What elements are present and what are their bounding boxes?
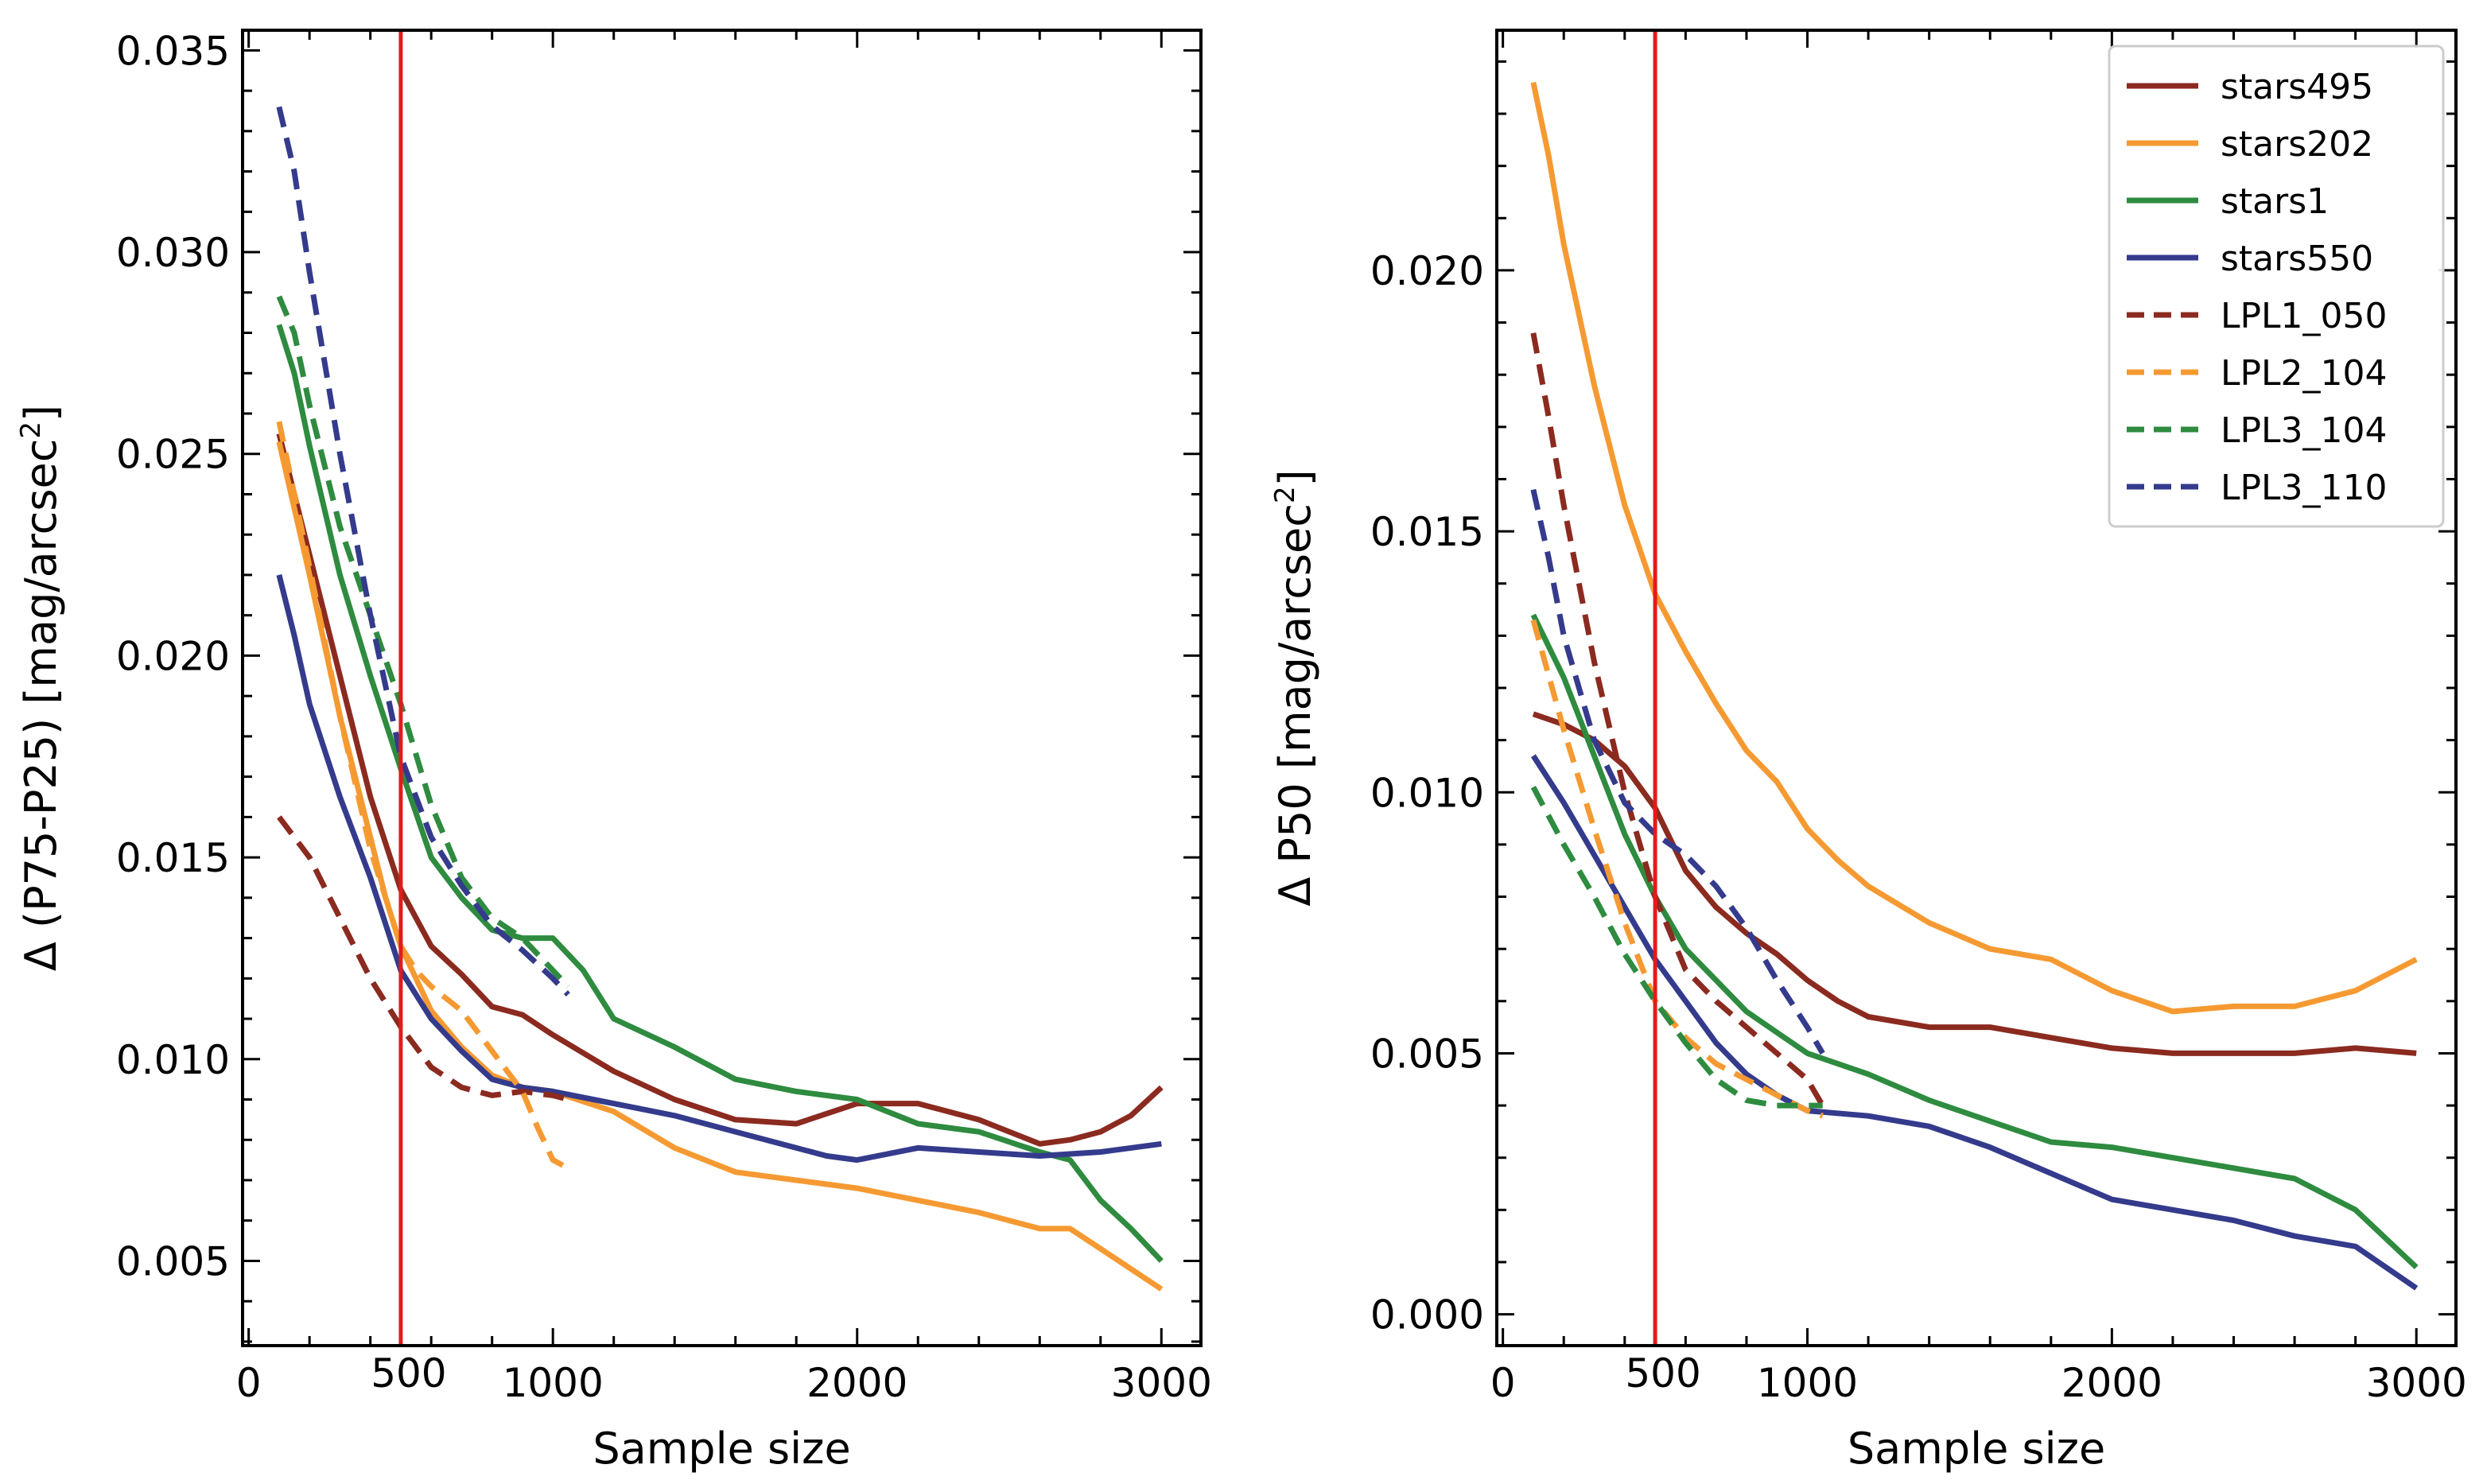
series-line-lpl3-104: [1530, 786, 1823, 1109]
legend-box: [2108, 45, 2445, 528]
right-panel: 0 1000 2000 3000 0.0000.0050.0100.0150.020 …: [1269, 29, 2467, 1474]
right-vertical-marker-label: 500: [1625, 1350, 1700, 1397]
series-line-lpl2-104: [276, 421, 569, 1171]
left-vertical-marker-label: 500: [371, 1350, 446, 1397]
y-tick-label: 0.010: [1370, 770, 1484, 816]
x-tick-label: 1000: [1757, 1360, 1858, 1406]
y-tick-label: 0.035: [116, 28, 230, 74]
legend-label-lpl2-104: LPL2_104: [2221, 353, 2388, 394]
series-line-stars1: [1530, 613, 2419, 1270]
series-line-stars202: [276, 441, 1164, 1292]
series-line-stars495: [276, 433, 1164, 1147]
left-y-axis-title-main: Δ (P75-P25) [mag/arcsec: [16, 439, 66, 972]
right-y-axis-title-close: ]: [1270, 469, 1320, 486]
series-line-lpl2-104: [1530, 619, 1824, 1119]
x-tick-label: 0: [236, 1360, 262, 1406]
legend-label-stars202: stars202: [2221, 124, 2373, 165]
series-line-stars550: [1530, 754, 2419, 1291]
y-tick-label: 0.030: [116, 230, 230, 276]
left-axes-frame: [241, 29, 1203, 1347]
legend: stars495 stars202 stars1 stars550 LPL1_050 LP…: [2108, 45, 2445, 528]
x-tick-label: 3000: [1111, 1360, 1212, 1406]
y-tick-label: 0.005: [1370, 1031, 1484, 1077]
legend-label-lpl3-104: LPL3_104: [2221, 410, 2388, 451]
series-line-stars550: [276, 574, 1162, 1164]
right-y-axis-title: Δ P50 [mag/arcsec2]: [1269, 469, 1320, 906]
left-series: [276, 106, 1164, 1292]
legend-label-lpl3-110: LPL3_110: [2221, 468, 2388, 508]
x-tick-label: 2000: [806, 1360, 907, 1406]
left-y-axis-title-superscript: 2: [15, 422, 47, 439]
right-y-axis-title-main: Δ P50 [mag/arcsec: [1270, 503, 1320, 907]
right-y-axis-title-superscript: 2: [1269, 486, 1301, 503]
y-tick-label: 0.015: [116, 835, 230, 881]
legend-label-stars495: stars495: [2221, 67, 2373, 107]
legend-label-lpl1-050: LPL1_050: [2221, 296, 2388, 336]
left-panel: 0 1000 2000 3000 0.0050.0100.0150.0200.0250…: [15, 28, 1212, 1474]
series-line-lpl1-050: [277, 815, 569, 1102]
x-tick-label: 1000: [503, 1360, 604, 1406]
left-y-axis-title-close: ]: [16, 405, 66, 422]
right-y-ticks: 0.000 0.005 0.010 0.015 0.020: [1370, 60, 2456, 1338]
right-series: [1530, 81, 2419, 1291]
y-tick-label: 0.005: [116, 1238, 230, 1284]
series-line-lpl3-110: [1530, 488, 1825, 1055]
left-y-ticks: 0.005 0.010 0.015 0.020 0.025 0.030 0.035: [116, 28, 1201, 1343]
series-line-stars1: [276, 324, 1164, 1263]
y-tick-label: 0.020: [1370, 248, 1484, 294]
series-line-lpl3-110: [276, 106, 570, 996]
y-tick-label: 0.025: [116, 432, 230, 478]
series-line-lpl1-050: [1530, 332, 1825, 1107]
legend-label-stars550: stars550: [2221, 239, 2373, 279]
right-x-axis-title: Sample size: [1848, 1424, 2105, 1474]
series-line-stars495: [1532, 711, 2417, 1056]
left-x-axis-title: Sample size: [593, 1424, 850, 1474]
x-tick-label: 2000: [2061, 1360, 2162, 1406]
y-tick-label: 0.020: [116, 633, 230, 679]
left-x-ticks: 0 1000 2000 3000: [236, 30, 1212, 1406]
x-tick-label: 3000: [2366, 1360, 2467, 1406]
series-line-stars202: [1530, 81, 2418, 1015]
left-y-axis-title: Δ (P75-P25) [mag/arcsec2]: [15, 405, 66, 971]
series-line-lpl3-104: [276, 295, 570, 989]
x-tick-label: 0: [1490, 1360, 1516, 1406]
y-tick-label: 0.015: [1370, 509, 1484, 555]
y-tick-label: 0.000: [1370, 1292, 1484, 1338]
legend-label-stars1: stars1: [2221, 181, 2329, 222]
right-x-ticks: 0 1000 2000 3000: [1490, 30, 2467, 1406]
y-tick-label: 0.010: [116, 1037, 230, 1083]
